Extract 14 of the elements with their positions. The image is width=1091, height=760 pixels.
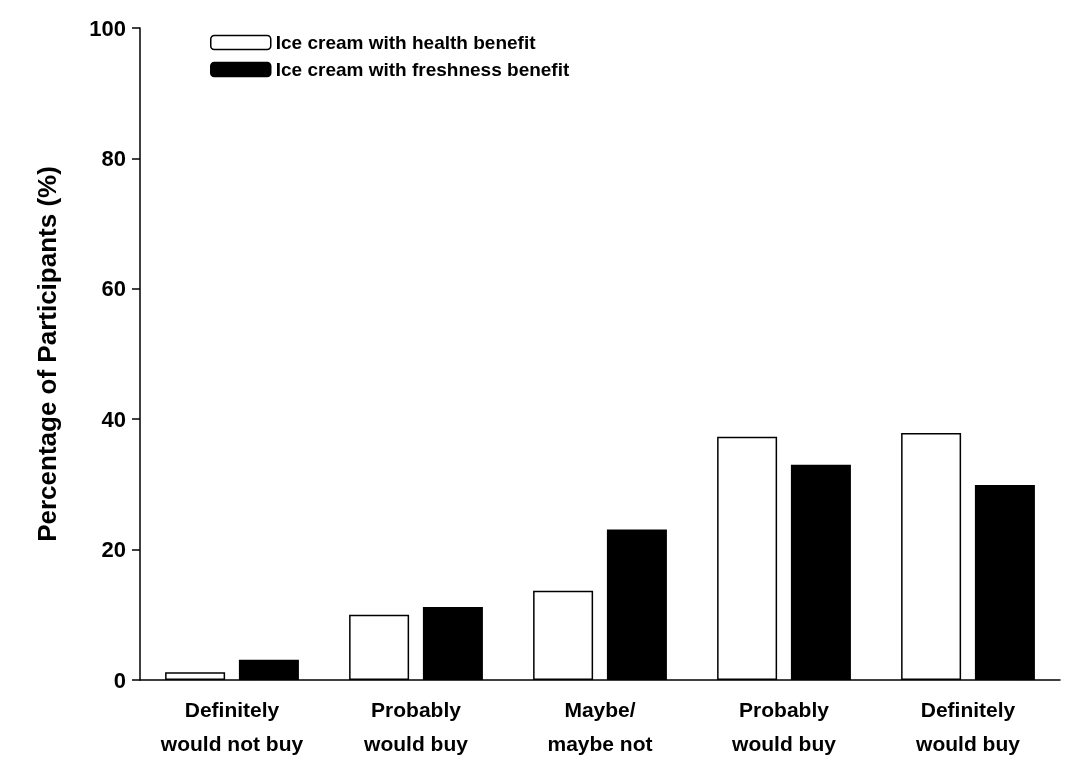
x-tick-label: Probably would buy [363,697,469,755]
y-axis-title: Percentage of Participants (%) [32,166,62,542]
x-tick-label: Maybe/ maybe not [547,697,653,755]
y-tick-label: 0 [113,667,126,693]
x-tick-label: Definitely would not buy [159,697,304,755]
legend-label: Ice cream with health benefit [275,32,537,53]
y-tick-label: 40 [101,406,126,432]
y-tick-label: 60 [101,276,126,302]
y-tick-label: 20 [101,537,126,563]
y-tick-label: 100 [89,15,126,41]
y-tick-label: 80 [101,145,126,171]
x-tick-label: Definitely would buy [915,697,1021,755]
x-tick-label: Probably would buy [731,697,837,755]
legend-label: Ice cream with freshness benefit [275,59,570,80]
